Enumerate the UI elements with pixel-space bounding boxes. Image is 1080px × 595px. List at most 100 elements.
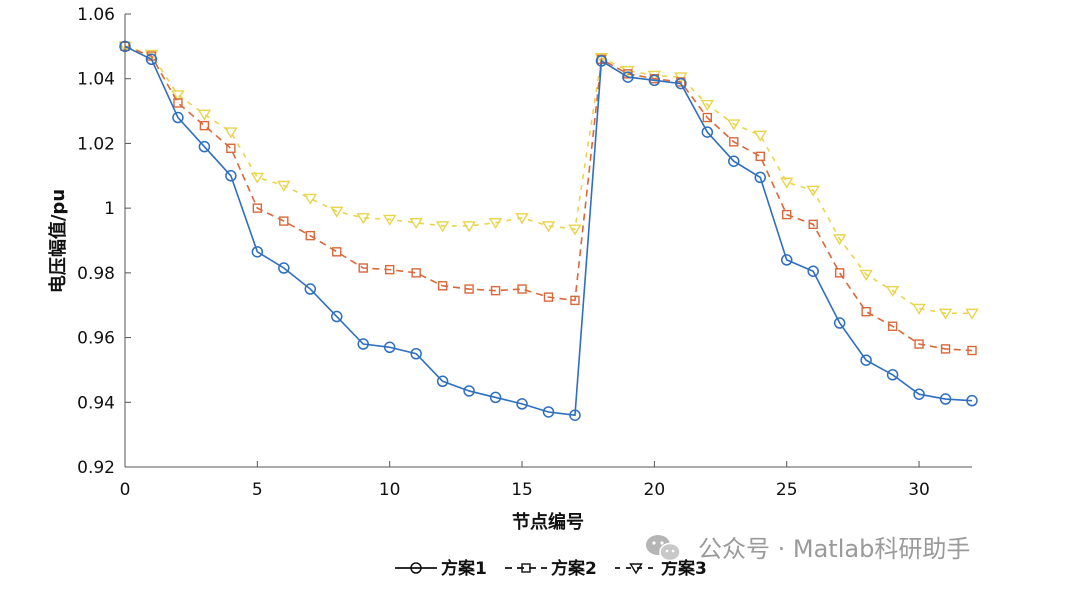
series-2-point: [808, 219, 818, 230]
series-3-point: [541, 221, 556, 233]
legend-label: 方案1: [441, 558, 487, 579]
series-1-point: [410, 348, 422, 360]
series-2-point: [861, 306, 871, 317]
series-2-point: [517, 284, 527, 294]
series-3-point: [303, 193, 318, 205]
series-3-point: [912, 303, 926, 315]
series-1-point: [516, 398, 528, 410]
x-tick-label: 20: [644, 480, 666, 500]
series-1-point: [833, 317, 846, 329]
series-1-point: [728, 155, 740, 167]
y-tick-label: 0.96: [77, 329, 115, 349]
series-2-point: [702, 112, 713, 123]
series-2-point: [967, 345, 977, 356]
series-1-point: [331, 310, 343, 323]
series-3-point: [568, 224, 582, 236]
series-1-point: [860, 354, 872, 366]
series-2-point: [834, 268, 845, 278]
series-2-point: [887, 321, 898, 331]
series-3-line: [124, 45, 972, 315]
series-1-point: [225, 170, 237, 182]
series-3-point: [197, 109, 212, 121]
y-tick-label: 0.92: [77, 458, 115, 478]
series-1-point: [357, 338, 369, 350]
series-1-point: [648, 74, 661, 87]
series-1-point: [595, 55, 608, 67]
y-tick-label: 1: [104, 199, 115, 219]
series-3-point: [859, 269, 873, 281]
legend-item-2: 方案2: [505, 558, 597, 579]
y-tick-label: 1.04: [77, 70, 115, 90]
series-2-point: [411, 268, 421, 278]
series-3-point: [832, 234, 847, 246]
series-2-point: [384, 264, 395, 275]
watermark-text: 公众号 · Matlab科研助手: [698, 535, 970, 563]
series-1-point: [278, 262, 290, 274]
axes: 0.92 0.94 0.96 0.98 1 1.02 1.04 1.06 0 5 10 15 20 25 3…: [77, 5, 972, 500]
series-1-point: [939, 393, 952, 405]
x-axis-title: 节点编号: [512, 511, 584, 533]
series-3-point: [409, 218, 423, 230]
legend-label: 方案2: [551, 558, 597, 579]
series-3-point: [382, 214, 397, 226]
series-1-point: [701, 126, 714, 138]
series-2-line: [124, 45, 973, 352]
series-3-point: [488, 218, 503, 230]
series-1-point: [886, 369, 899, 381]
plot-area: [118, 40, 979, 421]
series-2-point: [490, 285, 501, 296]
series-2-point: [226, 143, 236, 153]
series-3-point: [806, 185, 820, 197]
series-1-point: [145, 53, 158, 66]
x-tick-label: 30: [908, 480, 930, 500]
series-3-point: [700, 99, 715, 111]
series-1-point: [569, 409, 581, 421]
legend-marker: [521, 563, 531, 573]
series-3-point: [727, 119, 741, 131]
y-axis-title: 电压幅值/pu: [47, 189, 69, 293]
series-3-point: [435, 221, 450, 233]
series-3-point: [515, 213, 529, 225]
series-2-point: [199, 120, 210, 131]
series-2-point: [543, 292, 554, 302]
series-3-point: [330, 206, 344, 218]
series-3-point: [594, 52, 609, 65]
legend-marker: [629, 563, 643, 575]
wechat-icon: [646, 535, 681, 562]
y-tick-label: 1.02: [77, 134, 115, 154]
series-2-point: [305, 230, 315, 241]
series-1-point: [463, 385, 475, 397]
legend: 方案1 方案2 方案3: [395, 558, 707, 579]
x-tick-label: 0: [120, 480, 131, 500]
series-1-point: [780, 254, 793, 266]
series-1-point: [489, 391, 502, 404]
series-1-point: [251, 246, 264, 258]
y-tick-label: 0.94: [77, 393, 115, 413]
series-3-point: [885, 285, 900, 297]
legend-marker: [410, 562, 422, 574]
series-2-point: [252, 203, 263, 213]
series-1-point: [913, 388, 925, 400]
series-2-point: [332, 247, 342, 257]
series-1-point: [436, 375, 449, 388]
watermark: 公众号 · Matlab科研助手: [646, 535, 970, 563]
series-1-point: [807, 265, 819, 277]
series-2-point: [279, 216, 289, 226]
series-3-point: [462, 221, 476, 233]
x-tick-label: 25: [776, 480, 798, 500]
series-3-point: [224, 127, 238, 139]
series-2-point: [940, 344, 951, 354]
series-2-point: [437, 281, 448, 291]
series-3-point: [250, 172, 265, 184]
series-1-line: [124, 45, 973, 417]
series-2-point: [782, 209, 792, 220]
series-2-point: [729, 137, 739, 147]
series-3: [118, 41, 979, 320]
series-3-point: [356, 213, 370, 225]
series-3-point: [171, 90, 185, 102]
legend-label: 方案3: [661, 558, 707, 579]
series-3-point: [753, 130, 767, 142]
legend-item-3: 方案3: [615, 558, 707, 579]
series-2: [120, 41, 977, 356]
series-1-point: [383, 341, 396, 354]
